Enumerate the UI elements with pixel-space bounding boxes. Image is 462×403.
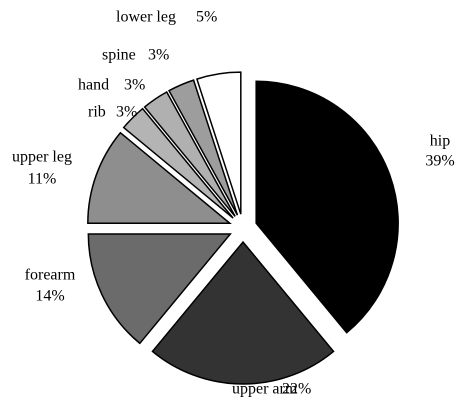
slice-percent: 22% [282,381,311,398]
slice-label: spine [102,47,136,64]
slice-label: upper arm [232,381,298,398]
slice-label: forearm [25,267,76,284]
pie-slice [168,79,239,216]
slice-label: hand [78,77,109,94]
slice-percent: 3% [124,77,145,94]
slice-label: upper leg [12,149,72,166]
slice-percent: 11% [28,171,57,188]
pie-slice [87,233,232,345]
slice-percent: 5% [196,9,217,26]
pie-slice [122,107,234,219]
slice-label: lower leg [116,9,176,26]
slice-percent: 14% [35,288,64,305]
slice-percent: 3% [148,47,169,64]
pie-slice [87,131,232,225]
pie-slice [255,80,399,334]
slice-percent: 3% [116,104,137,121]
pie-slice [151,240,335,385]
slice-label: rib [88,104,106,121]
pie-slice [195,71,242,215]
pie-slice [143,90,236,217]
slice-label: hip [430,133,450,150]
slice-percent: 39% [425,153,454,170]
